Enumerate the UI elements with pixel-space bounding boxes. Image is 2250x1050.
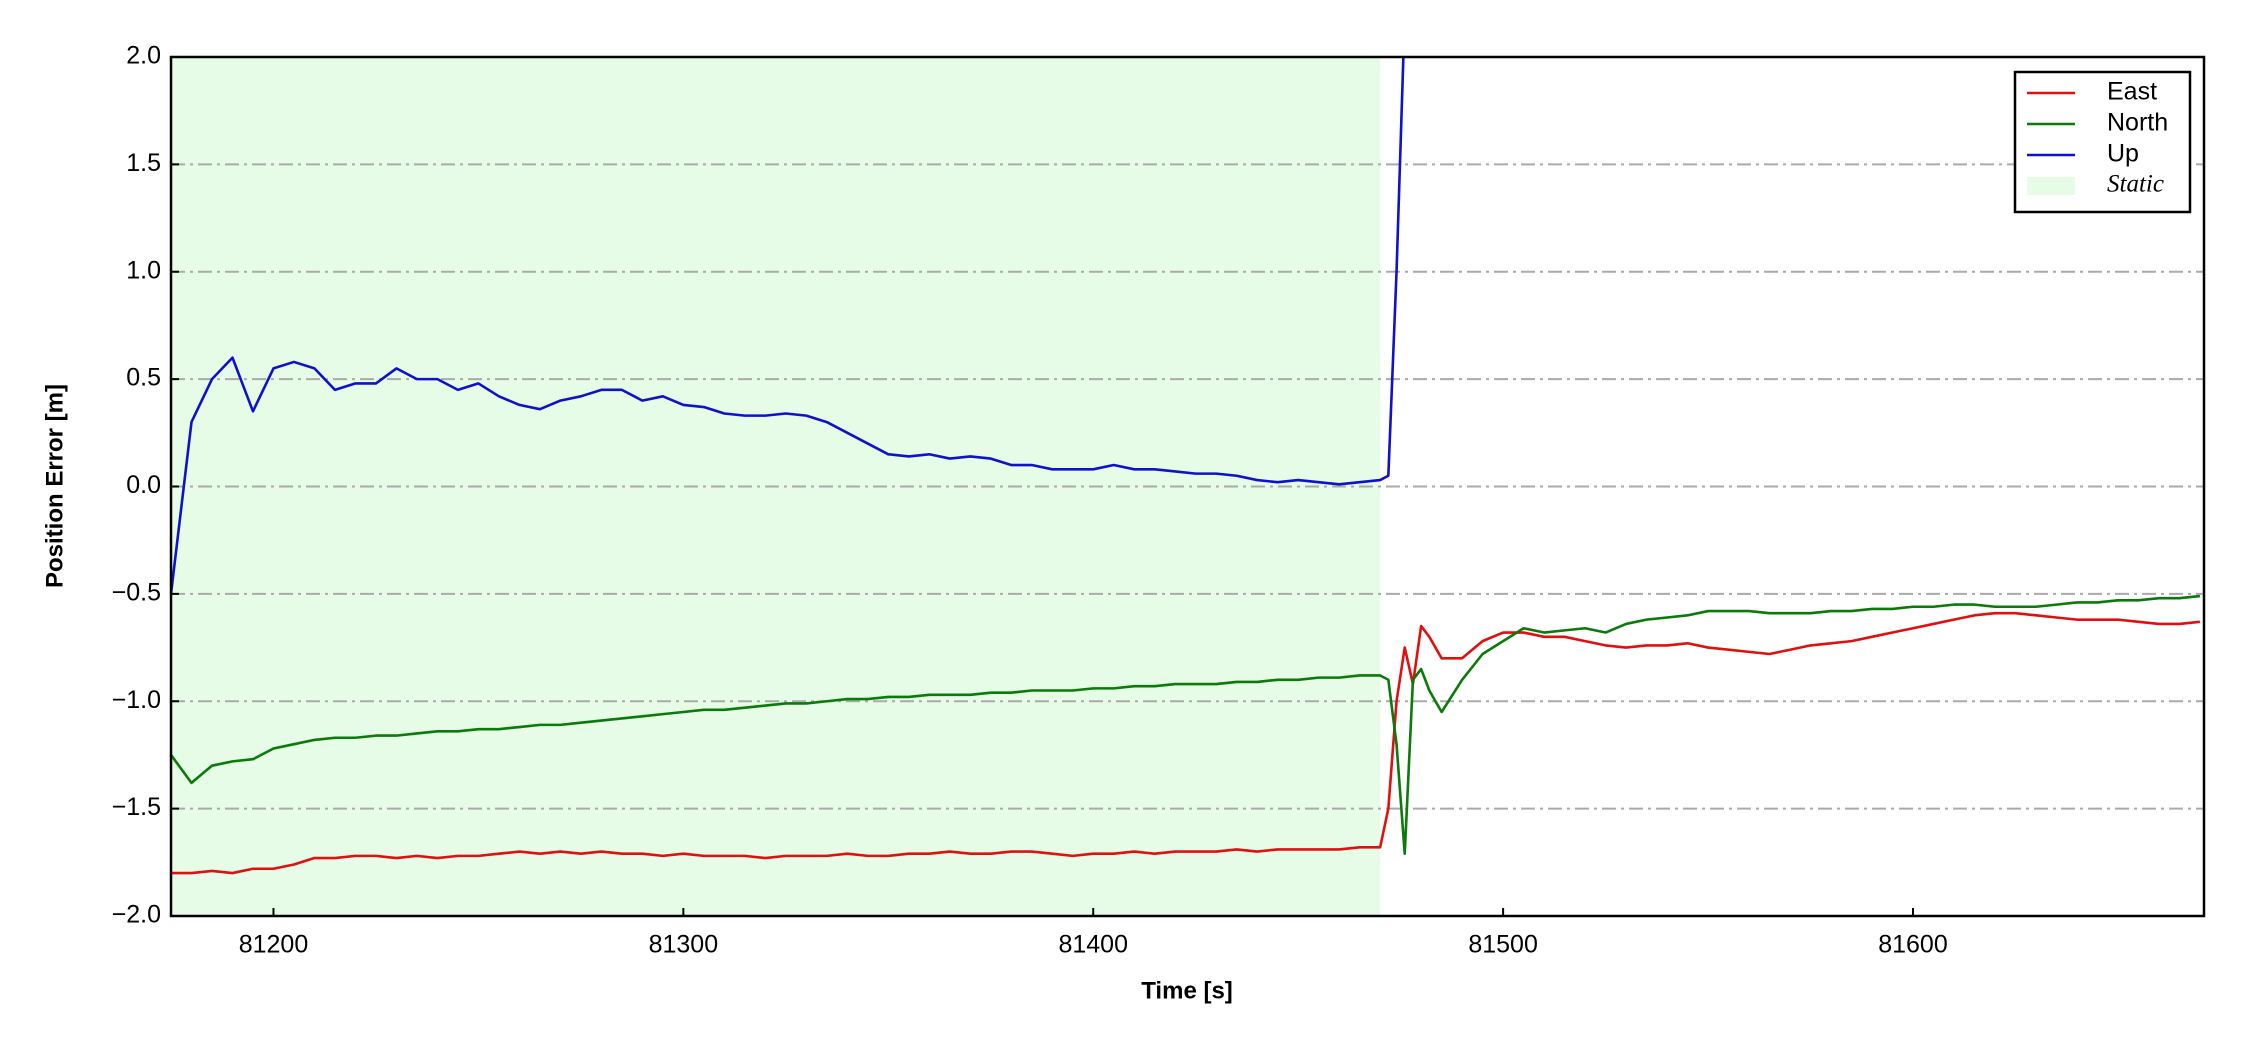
y-tick-label: 0.0 xyxy=(126,471,161,499)
y-tick-label: −0.5 xyxy=(112,578,161,606)
legend-label: Static xyxy=(2107,171,2164,198)
y-tick-label: −2.0 xyxy=(112,901,161,929)
y-tick-label: 0.5 xyxy=(126,364,161,392)
y-tick-label: −1.0 xyxy=(112,686,161,714)
series-line xyxy=(171,611,2201,875)
y-tick-label: 1.5 xyxy=(126,149,161,177)
plot-lines xyxy=(171,57,2201,875)
legend-label: Up xyxy=(2107,140,2139,168)
y-tick-label: 1.0 xyxy=(126,256,161,284)
x-axis-title: Time [s] xyxy=(1141,977,1233,1004)
legend-label: North xyxy=(2107,109,2168,137)
x-tick-label: 81400 xyxy=(1058,931,1128,959)
y-axis-title: Position Error [m] xyxy=(41,384,68,588)
x-tick-label: 81300 xyxy=(649,931,719,959)
y-tick-label: −1.5 xyxy=(112,793,161,821)
x-tick-label: 81200 xyxy=(239,931,309,959)
legend-swatch xyxy=(2027,177,2075,195)
series-line xyxy=(171,594,2201,856)
x-tick-label: 81600 xyxy=(1878,931,1948,959)
legend-label: East xyxy=(2107,78,2157,106)
y-tick-label: 2.0 xyxy=(126,42,161,70)
series-line xyxy=(171,57,1405,595)
x-tick-label: 81500 xyxy=(1468,931,1538,959)
plot-frame xyxy=(169,55,2206,918)
